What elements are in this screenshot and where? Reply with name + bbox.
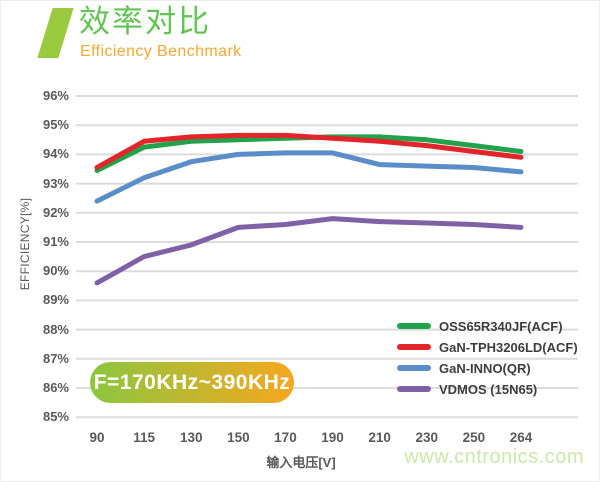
- series-line-VDMOS (15N65): [94, 216, 524, 286]
- legend-item: VDMOS (15N65): [397, 381, 578, 397]
- y-tick-label: 86%: [42, 380, 69, 395]
- y-tick-label: 92%: [42, 204, 69, 220]
- page-title: 效率对比: [79, 4, 211, 39]
- figure-header: 效率对比 Efficiency Benchmark: [1, 1, 599, 71]
- y-tick-label: 93%: [42, 175, 69, 191]
- legend-label: VDMOS (15N65): [439, 381, 538, 397]
- x-tick-label: 190: [321, 430, 344, 445]
- line-plot-canvas: [76, 95, 578, 419]
- x-tick-label: 230: [415, 430, 439, 445]
- x-tick-label: 170: [274, 430, 297, 445]
- legend: OSS65R340JF(ACF) GaN-TPH3206LD(ACF) GaN-IN…: [397, 318, 578, 397]
- x-tick-label: 264: [509, 430, 533, 445]
- legend-marker-icon: [397, 365, 431, 371]
- series-line-GaN-INNO(QR): [94, 150, 524, 204]
- legend-label: OSS65R340JF(ACF): [439, 318, 563, 334]
- page-subtitle: Efficiency Benchmark: [80, 43, 242, 60]
- frequency-badge: F=170KHz~390KHz: [90, 362, 294, 403]
- x-tick-label: 150: [227, 430, 250, 445]
- y-tick-label: 90%: [42, 263, 69, 279]
- slash-icon: [37, 8, 74, 58]
- y-tick-label: 95%: [42, 117, 69, 133]
- series-line-GaN-TPH3206LD(ACF): [94, 132, 524, 170]
- legend-marker-icon: [397, 344, 431, 350]
- legend-item: GaN-INNO(QR): [397, 360, 578, 376]
- efficiency-chart: EFFICIENCY[%] 96% 95% 94% 93% 92% 91% 90% 89% 88…: [1, 71, 599, 481]
- y-tick-label: 88%: [42, 321, 69, 337]
- x-tick-label: 250: [462, 430, 486, 445]
- x-axis-title: 输入电压[V]: [266, 455, 336, 470]
- legend-marker-icon: [397, 386, 431, 392]
- y-tick-label: 94%: [42, 146, 69, 162]
- x-tick-label: 130: [179, 430, 203, 445]
- y-tick-label: 91%: [42, 234, 69, 249]
- y-tick-label: 87%: [42, 350, 69, 366]
- legend-item: GaN-TPH3206LD(ACF): [397, 339, 578, 355]
- legend-marker-icon: [397, 323, 431, 329]
- y-tick-label: 85%: [42, 409, 69, 425]
- legend-label: GaN-INNO(QR): [439, 360, 531, 376]
- x-tick-label: 115: [133, 430, 155, 445]
- y-tick-label: 96%: [42, 88, 69, 103]
- legend-label: GaN-TPH3206LD(ACF): [439, 339, 578, 355]
- y-tick-label: 89%: [42, 292, 69, 308]
- x-tick-label: 90: [89, 430, 105, 445]
- legend-item: OSS65R340JF(ACF): [397, 318, 578, 334]
- watermark: www.cntronics.com: [404, 446, 584, 468]
- x-tick-label: 210: [368, 430, 391, 445]
